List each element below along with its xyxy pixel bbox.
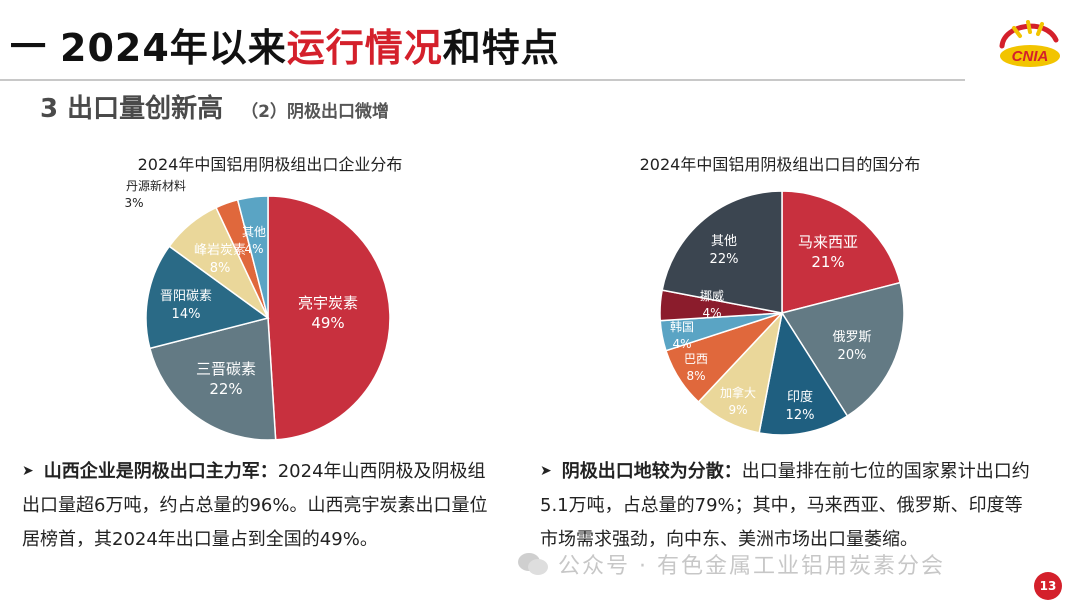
pie2-pct-3: 12% bbox=[786, 408, 815, 423]
slide-title: 一 2024年以来运行情况和特点 bbox=[10, 14, 560, 74]
title-prefix: 2024年以来 bbox=[60, 25, 287, 70]
pie2-label-4: 加拿大 bbox=[720, 385, 756, 400]
logo-text: CNIA bbox=[1012, 48, 1049, 65]
cnia-logo-icon: CNIA bbox=[999, 20, 1060, 67]
pie2-pct-5: 8% bbox=[686, 369, 705, 383]
pie2-pct-7: 4% bbox=[702, 306, 721, 320]
pie1-pct-6: 4% bbox=[244, 242, 263, 256]
title-text: 2024年以来运行情况和特点 bbox=[60, 17, 560, 72]
pie2-pct-6: 4% bbox=[672, 337, 691, 351]
pie2-slice-2 bbox=[780, 281, 905, 418]
section-heading: 3 出口量创新高 （2）阴极出口微增 bbox=[40, 88, 389, 125]
chart1-title: 2024年中国铝用阴极组出口企业分布 bbox=[137, 155, 403, 174]
pie2-pct-8: 22% bbox=[710, 252, 739, 267]
bullet2-text: 出口量排在前七位的国家累计出口约5.1万吨，占总量的79%；其中，马来西亚、俄罗… bbox=[540, 461, 1030, 550]
pie2-slice-1 bbox=[781, 190, 902, 314]
title-highlight: 运行情况 bbox=[286, 25, 443, 70]
pie1-label-1: 亮宇炭素 bbox=[298, 294, 358, 312]
pie1-pct-2: 22% bbox=[209, 380, 242, 398]
bullet-arrow-icon: ➤ bbox=[22, 463, 34, 479]
pie2-slice-3 bbox=[758, 310, 849, 436]
pie2-label-6: 韩国 bbox=[670, 319, 694, 334]
pie2-label-8: 其他 bbox=[711, 234, 737, 249]
bullet1-bold: 山西企业是阴极出口主力军： bbox=[43, 461, 278, 482]
pie1-label-5: 丹源新材料 bbox=[126, 178, 186, 193]
wechat-icon bbox=[518, 553, 548, 575]
pie1-label-2: 三晋碳素 bbox=[196, 360, 256, 378]
pie1-label-6: 其他 bbox=[242, 225, 266, 239]
pie2-label-1: 马来西亚 bbox=[798, 233, 858, 251]
title-dash: 一 bbox=[10, 27, 47, 68]
pie1-pct-3: 14% bbox=[172, 307, 201, 322]
bullet-shanxi: ➤ 山西企业是阴极出口主力军：2024年山西阴极及阴极组出口量超6万吨，约占总量的… bbox=[22, 454, 502, 557]
pie-chart-2: 马来西亚 21% 俄罗斯 20% 印度 12% 加拿大 9% 巴西 8% 韩国 4% 挪威 4% 其他 22% bbox=[659, 190, 905, 436]
pie1-label-3: 晋阳碳素 bbox=[160, 289, 212, 304]
pie1-pct-1: 49% bbox=[311, 314, 344, 332]
watermark: 公众号 · 有色金属工业铝用炭素分会 bbox=[516, 548, 945, 580]
pie2-label-5: 巴西 bbox=[684, 352, 708, 366]
pie-chart-1: 亮宇炭素 49% 三晋碳素 22% 晋阳碳素 14% 峰岩炭素 8% 丹源新材料 3% 其他 4% bbox=[124, 178, 391, 441]
section-subtitle: （2）阴极出口微增 bbox=[241, 102, 389, 122]
pie2-pct-4: 9% bbox=[728, 403, 747, 417]
bullet-destinations: ➤ 阴极出口地较为分散：出口量排在前七位的国家累计出口约5.1万吨，占总量的79%… bbox=[540, 454, 1040, 557]
pie2-label-2: 俄罗斯 bbox=[832, 330, 871, 345]
pie1-label-4: 峰岩炭素 bbox=[194, 243, 246, 258]
title-suffix: 和特点 bbox=[442, 25, 560, 70]
pie2-label-3: 印度 bbox=[787, 389, 813, 405]
pie2-pct-2: 20% bbox=[838, 348, 867, 363]
pie2-label-7: 挪威 bbox=[700, 289, 724, 303]
pie1-slice-1 bbox=[267, 195, 391, 441]
bullet1-text: 2024年山西阴极及阴极组出口量超6万吨，约占总量的96%。山西亮宇炭素出口量位… bbox=[22, 461, 488, 550]
chart2-title: 2024年中国铝用阴极组出口目的国分布 bbox=[639, 155, 921, 174]
pie1-pct-4: 8% bbox=[210, 261, 231, 276]
pie2-pct-1: 21% bbox=[811, 253, 844, 271]
bullet-arrow-icon: ➤ bbox=[540, 463, 552, 479]
bullet2-bold: 阴极出口地较为分散： bbox=[561, 461, 742, 482]
pie1-slice-2 bbox=[148, 317, 277, 441]
title-divider bbox=[0, 79, 965, 81]
watermark-text: 公众号 · 有色金属工业铝用炭素分会 bbox=[558, 554, 945, 579]
pie1-pct-5: 3% bbox=[124, 196, 143, 210]
pie1-slice-6 bbox=[236, 195, 269, 319]
pie1-slice-3 bbox=[145, 245, 270, 350]
page-number: 13 bbox=[1034, 572, 1062, 600]
pie2-slice-8 bbox=[661, 190, 783, 314]
section-main-title: 3 出口量创新高 bbox=[40, 94, 224, 124]
